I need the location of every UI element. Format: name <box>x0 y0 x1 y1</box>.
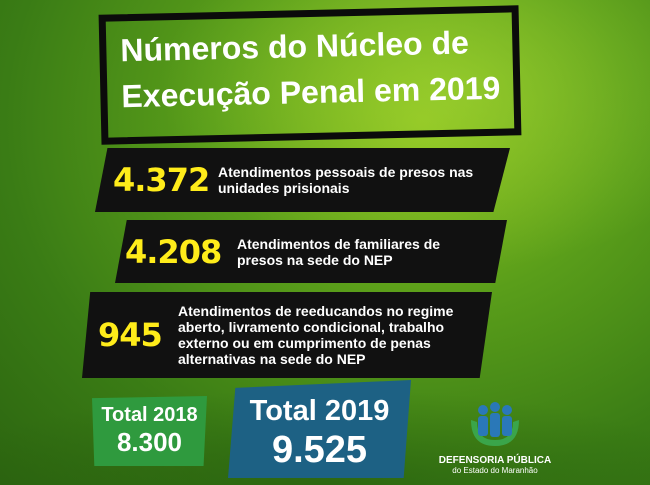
title-line-2: Execução Penal em 2019 <box>121 69 501 115</box>
total-value: 8.300 <box>116 427 183 457</box>
stat-value: 4.372 <box>113 161 210 199</box>
total-label: Total 2018 <box>101 404 198 426</box>
total-2019-box: Total 2019 9.525 <box>228 380 411 478</box>
stat-value: 4.208 <box>125 232 222 271</box>
stat-description: Atendimentos de familiares de presos na … <box>237 235 441 268</box>
stat-description: Atendimentos de reeducandos no regime ab… <box>178 303 454 367</box>
logo-subtitle: do Estado do Maranhão <box>452 466 538 475</box>
stat-panel: 4.208 Atendimentos de familiares de pres… <box>115 220 507 283</box>
defensoria-logo: DEFENSORIA PÚBLICA do Estado do Maranhão <box>435 400 555 475</box>
total-value: 9.525 <box>271 429 368 471</box>
stat-panel: 4.372 Atendimentos pessoais de presos na… <box>95 148 510 212</box>
stat-description: Atendimentos pessoais de presos nas unid… <box>218 164 474 196</box>
people-in-hands-icon <box>471 402 519 446</box>
logo-name: DEFENSORIA PÚBLICA <box>438 455 552 466</box>
stat-panel: 945 Atendimentos de reeducandos no regim… <box>82 292 492 378</box>
title-box: Números do Núcleo de Execução Penal em 2… <box>98 5 522 145</box>
total-2018-box: Total 2018 8.300 <box>92 396 207 466</box>
stat-value: 945 <box>98 316 163 354</box>
total-label: Total 2019 <box>249 395 390 427</box>
